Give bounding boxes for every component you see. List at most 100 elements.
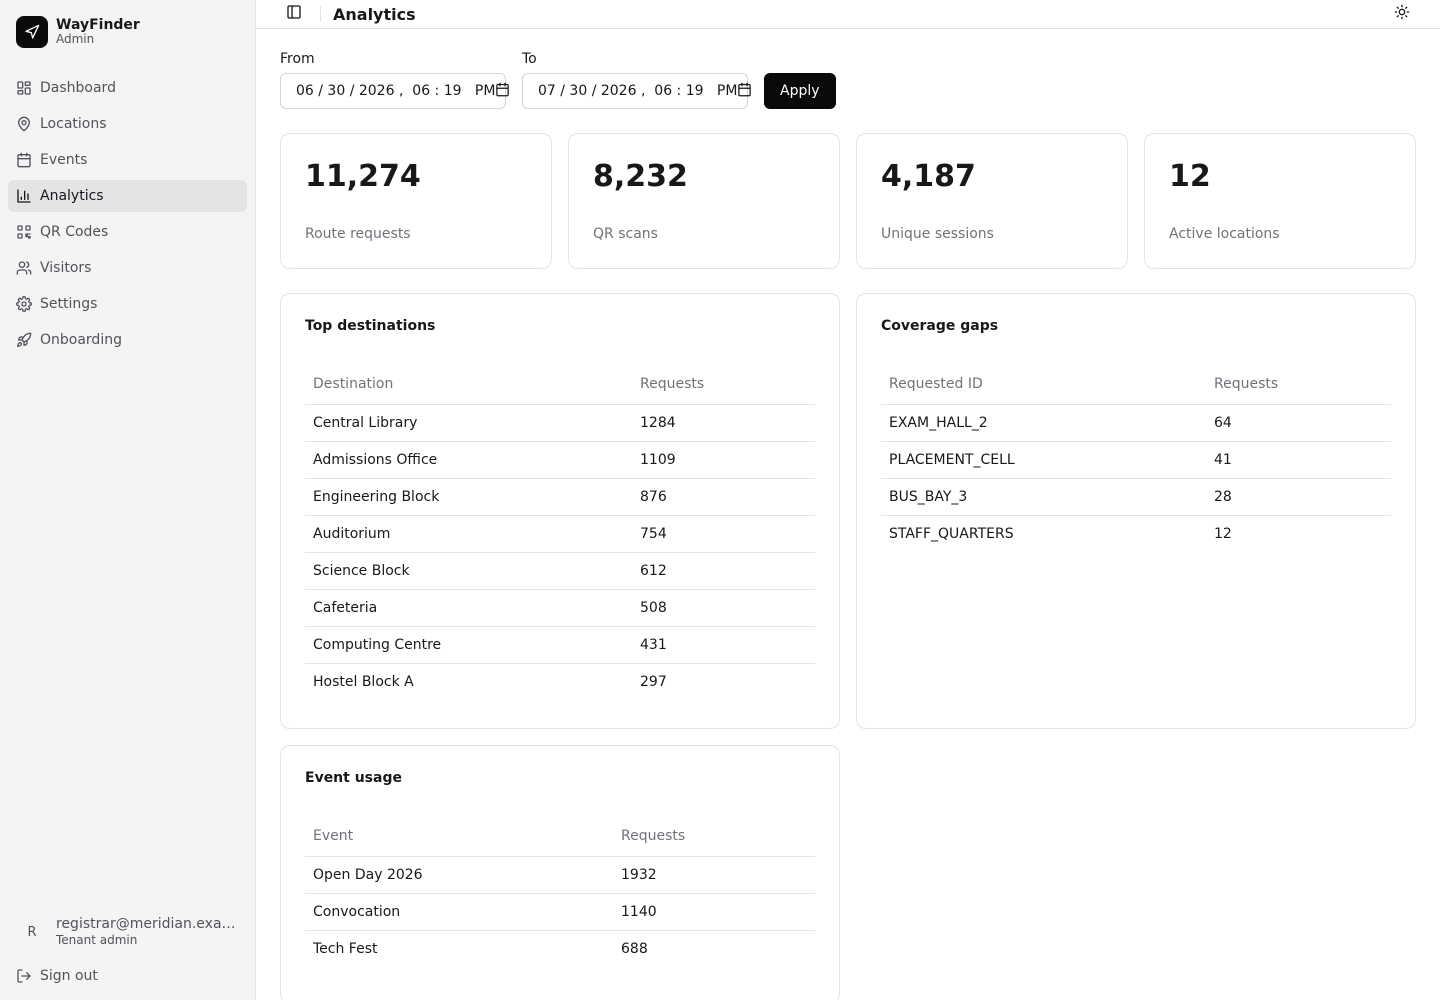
table-row: Science Block 612 [305, 552, 815, 590]
sidebar-nav: Dashboard Locations Events Analytics QR … [8, 72, 247, 356]
column-header: Event [305, 816, 613, 857]
brand-subtitle: Admin [56, 32, 95, 47]
table-row: PLACEMENT_CELL 41 [881, 441, 1391, 479]
sidebar-item-qr-codes[interactable]: QR Codes [8, 216, 247, 248]
sidebar-item-visitors[interactable]: Visitors [8, 252, 247, 284]
column-header: Destination [305, 364, 632, 405]
table-cell: 12 [1214, 525, 1232, 542]
sidebar-item-label: Events [40, 152, 88, 168]
table-row: EXAM_HALL_2 64 [881, 404, 1391, 442]
panel-left-icon [286, 4, 302, 24]
stat-value: 4,187 [881, 159, 976, 194]
top-bar: Analytics [256, 0, 1440, 29]
table-row: Cafeteria 508 [305, 589, 815, 627]
table-cell: STAFF_QUARTERS [889, 525, 1014, 542]
sidebar-item-label: Locations [40, 116, 107, 132]
event-usage-table: Event Requests Open Day 2026 1932 Convoca… [305, 816, 815, 967]
calendar-icon [16, 152, 32, 168]
from-datetime-value: 06 / 30 / 2026 , 06 : 19 PM [296, 83, 496, 99]
navigation-arrow-icon [16, 16, 48, 48]
sidebar-item-label: Dashboard [40, 80, 116, 96]
table-row: Open Day 2026 1932 [305, 856, 815, 894]
table-row: Auditorium 754 [305, 515, 815, 553]
main-content: Analytics From 06 / 30 / 2026 , 06 : 19 … [256, 0, 1440, 1000]
table-row: Convocation 1140 [305, 893, 815, 931]
table-cell: Central Library [305, 404, 632, 442]
stat-cards: 11,274 Route requests 8,232 QR scans 4,1… [280, 133, 1416, 269]
table-cell: Engineering Block [305, 478, 632, 516]
table-cell: EXAM_HALL_2 [881, 404, 1206, 442]
table-cell: 508 [632, 589, 815, 627]
column-header: Requests [613, 816, 815, 857]
table-cell: Cafeteria [305, 589, 632, 627]
brand-name: WayFinder [56, 17, 140, 34]
avatar: R [27, 924, 37, 940]
apply-button[interactable]: Apply [764, 73, 836, 109]
event-usage-panel: Event usage Event Requests Open Day 2026… [280, 745, 840, 1000]
coverage-gaps-panel: Coverage gaps Requested ID Requests EXAM… [856, 293, 1416, 729]
gear-icon [16, 296, 32, 312]
sidebar: WayFinder Admin Dashboard Locations Even… [0, 0, 256, 1000]
table-cell: Tech Fest [313, 940, 378, 957]
column-header: Requests [1206, 364, 1391, 405]
brand[interactable]: WayFinder Admin [8, 8, 247, 56]
sidebar-item-label: Onboarding [40, 332, 122, 348]
theme-toggle-button[interactable] [1388, 0, 1416, 28]
stat-card-qr-scans: 8,232 QR scans [568, 133, 840, 269]
sidebar-item-label: Analytics [40, 188, 104, 204]
calendar-icon[interactable] [737, 82, 752, 101]
stat-label: Unique sessions [881, 226, 994, 242]
table-cell: 41 [1206, 441, 1391, 479]
panel-title: Coverage gaps [881, 318, 999, 334]
map-pin-icon [16, 116, 32, 132]
stat-label: Route requests [305, 226, 411, 242]
column-header: Requests [632, 364, 815, 405]
table-cell: PLACEMENT_CELL [881, 441, 1206, 479]
from-datetime-input[interactable]: 06 / 30 / 2026 , 06 : 19 PM [280, 73, 510, 109]
table-cell: Open Day 2026 [305, 856, 613, 894]
to-label: To [522, 51, 537, 67]
top-destinations-panel: Top destinations Destination Requests Ce… [280, 293, 840, 729]
stat-value: 12 [1169, 159, 1211, 194]
sidebar-footer: R registrar@meridian.example.edu Tenant … [8, 908, 247, 992]
bar-chart-icon [16, 188, 32, 204]
sidebar-item-onboarding[interactable]: Onboarding [8, 324, 247, 356]
calendar-icon[interactable] [495, 82, 510, 101]
divider [320, 6, 321, 22]
stat-card-active-locations: 12 Active locations [1144, 133, 1416, 269]
stat-card-unique-sessions: 4,187 Unique sessions [856, 133, 1128, 269]
stat-card-route-requests: 11,274 Route requests [280, 133, 552, 269]
table-cell: Hostel Block A [313, 673, 414, 690]
stat-value: 8,232 [593, 159, 688, 194]
column-header: Requested ID [881, 364, 1206, 405]
sign-out-button[interactable]: Sign out [8, 960, 247, 992]
sidebar-item-events[interactable]: Events [8, 144, 247, 176]
analytics-content: From 06 / 30 / 2026 , 06 : 19 PM To 07 /… [256, 29, 1440, 1000]
table-cell: 431 [632, 626, 815, 664]
table-header-row: Destination Requests [305, 364, 815, 405]
sidebar-item-label: Visitors [40, 260, 92, 276]
sidebar-item-label: Settings [40, 296, 98, 312]
sidebar-item-locations[interactable]: Locations [8, 108, 247, 140]
sidebar-item-dashboard[interactable]: Dashboard [8, 72, 247, 104]
stat-label: QR scans [593, 226, 658, 242]
table-row: BUS_BAY_3 28 [881, 478, 1391, 516]
table-cell: 876 [632, 478, 815, 516]
to-datetime-input[interactable]: 07 / 30 / 2026 , 06 : 19 PM [522, 73, 752, 109]
table-cell: Convocation [305, 893, 613, 931]
panels-grid-second-row: Event usage Event Requests Open Day 2026… [280, 745, 1416, 1000]
table-row: Engineering Block 876 [305, 478, 815, 516]
table-row: Central Library 1284 [305, 404, 815, 442]
sun-icon [1394, 4, 1410, 24]
table-row: Admissions Office 1109 [305, 441, 815, 479]
sidebar-toggle-button[interactable] [280, 0, 308, 28]
user-menu[interactable]: R registrar@meridian.example.edu Tenant … [8, 908, 247, 956]
table-cell: Auditorium [305, 515, 632, 553]
top-destinations-table: Destination Requests Central Library 1284… [305, 364, 815, 700]
to-datetime-value: 07 / 30 / 2026 , 06 : 19 PM [538, 83, 738, 99]
sidebar-item-settings[interactable]: Settings [8, 288, 247, 320]
sidebar-item-analytics[interactable]: Analytics [8, 180, 247, 212]
table-cell: 64 [1206, 404, 1391, 442]
sign-out-label: Sign out [40, 968, 98, 984]
from-label: From [280, 51, 315, 67]
